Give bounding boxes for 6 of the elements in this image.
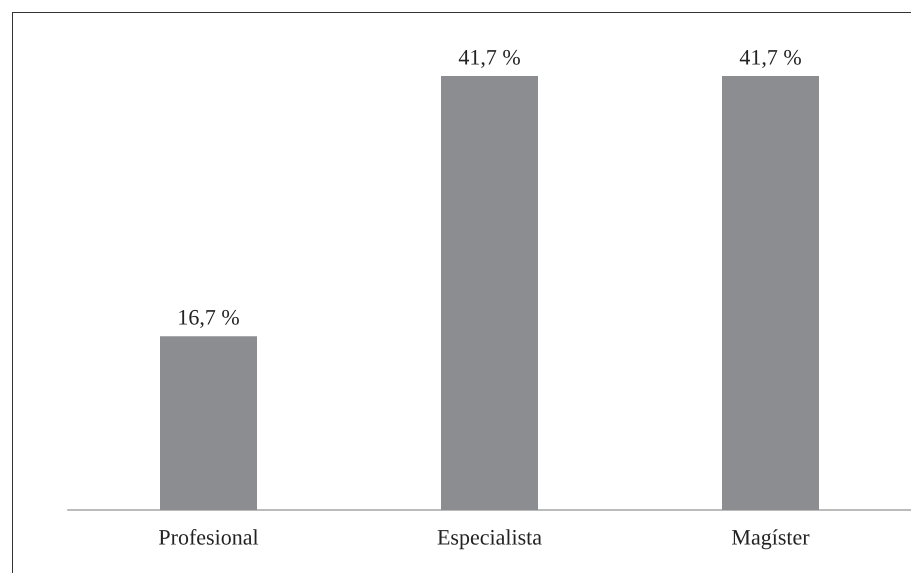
data-label: 41,7 % xyxy=(458,44,521,70)
x-tick-label: Profesional xyxy=(158,524,259,550)
data-label: 16,7 % xyxy=(177,304,240,330)
data-label: 41,7 % xyxy=(739,44,802,70)
x-tick-label: Especialista xyxy=(436,524,542,550)
x-tick-label: Magíster xyxy=(731,524,810,550)
